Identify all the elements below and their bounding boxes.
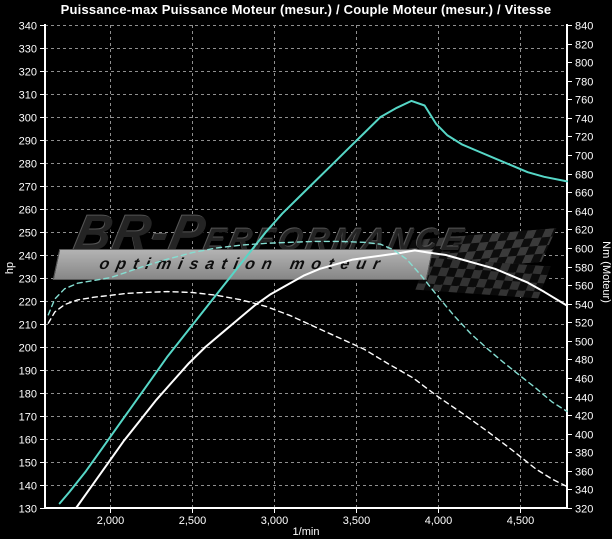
y-right-tick-label: 600 <box>575 244 593 256</box>
y-right-tick-label: 520 <box>575 318 593 330</box>
y-right-tick-label: 540 <box>575 300 593 312</box>
axis-titles: hp Nm (Moteur) 1/min <box>4 241 612 538</box>
y-right-tick-label: 700 <box>575 151 593 163</box>
y-left-tick-label: 150 <box>19 458 37 470</box>
y-right-tick-label: 780 <box>575 77 593 89</box>
axis-lines <box>44 24 568 509</box>
y-left-tick-label: 230 <box>19 274 37 286</box>
y-left-tick-label: 170 <box>19 412 37 424</box>
y-left-axis-title: hp <box>4 262 16 274</box>
curve-couple-origine <box>47 290 568 488</box>
chart-title: Puissance-max Puissance Moteur (mesur.) … <box>60 2 552 17</box>
curves <box>47 99 568 509</box>
curve-puissance-modifiee <box>58 99 568 505</box>
y-right-tick-label: 460 <box>575 374 593 386</box>
y-right-tick-label: 760 <box>575 95 593 107</box>
x-axis-title: 1/min <box>293 526 320 538</box>
y-left-tick-label: 250 <box>19 228 37 240</box>
y-left-tick-label: 200 <box>19 343 37 355</box>
y-left-tick-label: 340 <box>19 21 37 33</box>
y-right-tick-label: 360 <box>575 467 593 479</box>
y-right-tick-label: 620 <box>575 225 593 237</box>
y-left-tick-label: 210 <box>19 320 37 332</box>
y-left-tick-label: 220 <box>19 297 37 309</box>
y-right-tick-label: 800 <box>575 58 593 70</box>
x-tick-label: 2,000 <box>97 515 125 527</box>
tick-labels: 130 140 150 160 170 180 190 200 210 220 230 240 250 2… <box>19 21 594 528</box>
tick-marks <box>40 25 572 513</box>
y-left-tick-label: 160 <box>19 435 37 447</box>
y-right-tick-label: 840 <box>575 21 593 33</box>
y-right-tick-label: 720 <box>575 132 593 144</box>
y-left-tick-label: 330 <box>19 44 37 56</box>
y-left-tick-label: 180 <box>19 389 37 401</box>
y-left-tick-label: 300 <box>19 113 37 125</box>
y-left-tick-label: 320 <box>19 67 37 79</box>
x-tick-label: 4,500 <box>507 515 535 527</box>
y-right-tick-label: 560 <box>575 281 593 293</box>
y-right-tick-label: 500 <box>575 337 593 349</box>
curve-couple-modifie <box>47 240 568 413</box>
y-left-tick-label: 260 <box>19 205 37 217</box>
y-right-axis-title: Nm (Moteur) <box>600 241 612 303</box>
y-right-tick-label: 480 <box>575 355 593 367</box>
y-right-tick-label: 820 <box>575 40 593 52</box>
y-right-tick-label: 740 <box>575 114 593 126</box>
y-left-tick-label: 140 <box>19 481 37 493</box>
y-right-tick-label: 420 <box>575 411 593 423</box>
y-right-tick-label: 400 <box>575 430 593 442</box>
y-left-tick-label: 290 <box>19 136 37 148</box>
x-tick-label: 4,000 <box>425 515 453 527</box>
y-left-tick-label: 240 <box>19 251 37 263</box>
y-right-tick-label: 680 <box>575 170 593 182</box>
y-right-tick-label: 320 <box>575 504 593 516</box>
y-left-tick-label: 190 <box>19 366 37 378</box>
y-right-tick-label: 440 <box>575 393 593 405</box>
y-left-tick-label: 310 <box>19 90 37 102</box>
y-right-tick-label: 660 <box>575 188 593 200</box>
curve-puissance-origine <box>75 249 568 509</box>
y-left-tick-label: 270 <box>19 182 37 194</box>
x-tick-label: 3,000 <box>261 515 289 527</box>
x-tick-label: 3,500 <box>343 515 371 527</box>
y-left-tick-label: 130 <box>19 504 37 516</box>
y-right-tick-label: 580 <box>575 263 593 275</box>
y-right-tick-label: 380 <box>575 448 593 460</box>
y-right-tick-label: 340 <box>575 485 593 497</box>
x-tick-label: 2,500 <box>179 515 207 527</box>
y-left-tick-label: 280 <box>19 159 37 171</box>
y-right-tick-label: 640 <box>575 207 593 219</box>
